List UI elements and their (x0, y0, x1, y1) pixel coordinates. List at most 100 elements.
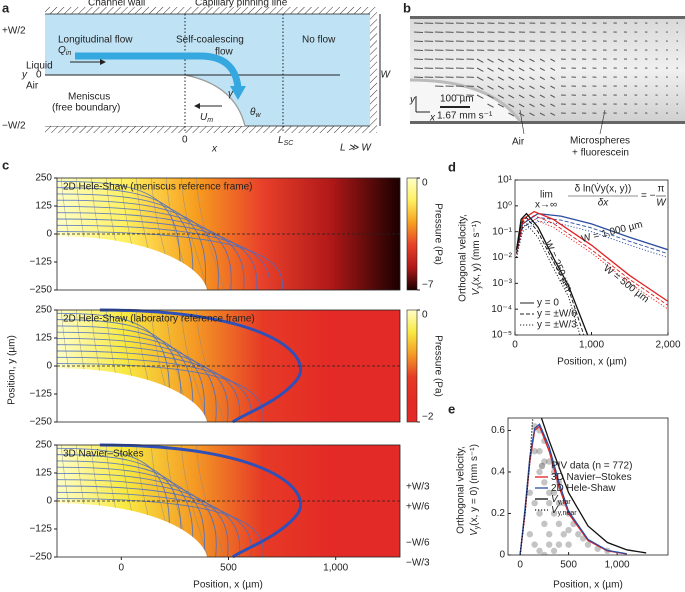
panel-e: e Orthogonal velocity, Vy(x, y = 0) (mm … (448, 401, 669, 591)
streamline (56, 224, 271, 291)
streamline-bold (99, 443, 303, 559)
curve (516, 215, 668, 306)
piv-point (541, 520, 548, 528)
axis-label: Position, x (µm) (193, 580, 263, 591)
piv-point (531, 423, 538, 430)
flow-vector (539, 58, 545, 63)
streamline (56, 231, 283, 291)
label: Capillary pinning line (195, 0, 288, 9)
y-tick-label: 0 (46, 229, 52, 240)
piv-point (546, 489, 553, 496)
streamline (56, 212, 245, 291)
flow-vector (497, 94, 505, 99)
y-tick-label: 10⁰ (497, 200, 512, 211)
flow-vector (487, 103, 494, 108)
flow-vector (539, 112, 545, 117)
flow-vector (476, 85, 484, 90)
flow-vector (539, 85, 545, 90)
piv-point (555, 541, 563, 548)
flow-vector (508, 85, 515, 90)
colorbar-label: Pressure (Pa) (432, 335, 443, 397)
piv-point (560, 531, 567, 538)
piv-point (546, 499, 553, 507)
label: 100 µm (440, 94, 474, 105)
streamline (56, 199, 219, 291)
formula: δx (598, 198, 610, 209)
piv-point (555, 520, 563, 528)
flow-vector (487, 94, 494, 99)
piv-point (531, 499, 538, 507)
flow-vector (529, 94, 535, 99)
y-tick-label: 10⁻¹ (492, 226, 512, 237)
air-region (410, 80, 520, 121)
label: +W/2 (2, 26, 26, 37)
x-tick-label: 1,000 (579, 340, 604, 351)
y-tick-label: 0.4 (491, 467, 505, 478)
x-tick-label: 500 (560, 560, 577, 571)
flow-vector (476, 94, 484, 99)
y-tick-label: 0 (46, 496, 52, 507)
wall (410, 16, 685, 19)
curve (515, 210, 668, 302)
air-region (57, 236, 208, 290)
legend-text: 3D Navier–Stokes (551, 472, 632, 483)
streamline (56, 331, 206, 423)
streamline (56, 460, 194, 558)
flow-vector (529, 58, 535, 63)
legend-label: y = 0 (537, 298, 559, 309)
formula: δ ln(V̇y(x, y)) (575, 182, 632, 195)
panel-b: b y x 100 µm 1.67 mm s⁻¹ Air Microsphere… (403, 0, 685, 159)
legend-text: V (551, 505, 559, 516)
piv-point (536, 468, 543, 476)
colorbar-tick-label: −7 (422, 280, 434, 291)
curves (515, 210, 668, 335)
streamline (56, 479, 229, 558)
label: 1.67 mm s⁻¹ (437, 111, 493, 122)
label: Um (200, 112, 213, 124)
colorbar (406, 309, 418, 423)
piv-point (536, 448, 543, 455)
label: y (409, 95, 416, 106)
x-tick-label: 2,000 (655, 340, 680, 351)
flow-vector (518, 103, 525, 108)
axis-label: Vy(x, y) (mm s⁻¹) (471, 221, 483, 296)
flow-vector (497, 67, 505, 72)
isobar (196, 444, 225, 558)
flow-vector (529, 112, 535, 117)
flow-vector (518, 76, 525, 81)
y-tick-label: −125 (29, 257, 52, 268)
piv-point (546, 531, 553, 538)
panel-label: e (448, 401, 455, 416)
arrowhead (194, 103, 200, 109)
piv-point (555, 499, 563, 507)
piv-point (526, 489, 534, 496)
y-tick-label: 125 (35, 468, 52, 479)
label: x (211, 144, 218, 155)
arrowhead (100, 59, 106, 65)
legend-text: V (551, 494, 559, 505)
y-tick-label: 250 (35, 440, 52, 451)
flow-vector (518, 67, 525, 72)
plot-title: 3D Navier–Stokes (63, 449, 144, 460)
label: 0 (36, 70, 42, 81)
isobar (196, 177, 225, 291)
piv-point (584, 541, 592, 548)
flow-vector (529, 85, 535, 90)
y-tick-label: 0.6 (491, 425, 505, 436)
flow-vector (508, 76, 515, 81)
piv-point (541, 479, 548, 486)
legend-subscript: y,far (558, 499, 572, 506)
piv-point (541, 551, 548, 555)
y-tick-label: 10¹ (498, 175, 513, 186)
flow-vector (550, 76, 556, 80)
flow-vector (487, 67, 494, 72)
wall (410, 121, 685, 124)
flow-vector (550, 103, 556, 107)
flow-vector (550, 85, 556, 89)
y-tick-label: 0 (499, 550, 505, 561)
streamline (56, 325, 194, 423)
flow-vector (497, 85, 505, 90)
streamline (56, 356, 252, 423)
colorbar (406, 177, 418, 291)
label: y (21, 70, 28, 81)
